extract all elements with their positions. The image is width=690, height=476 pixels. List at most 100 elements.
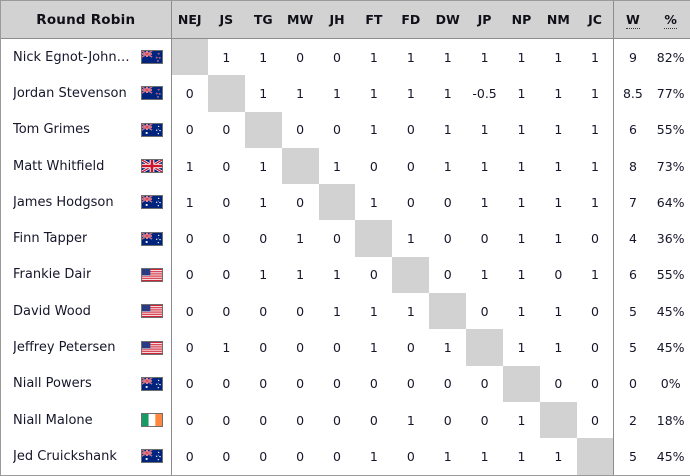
result-cell: 1 [576, 111, 614, 148]
diagonal-cell [281, 147, 319, 185]
diagonal-cell [392, 256, 430, 294]
result-cell: 0 [281, 38, 319, 76]
result-cell: 0 [392, 111, 430, 148]
wins-cell: 6 [613, 111, 652, 148]
header-player-jc: JC [576, 1, 614, 39]
header-player-fd: FD [392, 1, 430, 39]
header-player-mw: MW [281, 1, 319, 39]
result-cell: 0 [207, 293, 245, 330]
result-cell: 1 [539, 293, 577, 330]
wins-cell: 8 [613, 147, 652, 185]
result-cell: 1 [539, 438, 577, 475]
result-cell: 1 [171, 147, 208, 185]
result-cell: 1 [355, 75, 393, 112]
result-cell: 1 [244, 256, 282, 294]
result-cell: 0 [355, 147, 393, 185]
result-cell: 0 [281, 365, 319, 402]
nz-flag [140, 86, 163, 101]
result-cell: 0 [281, 184, 319, 221]
result-cell: 1 [207, 329, 245, 366]
result-cell: 1 [392, 293, 430, 330]
diagonal-cell [576, 438, 614, 475]
result-cell: 1 [281, 220, 319, 257]
result-cell: 0 [171, 365, 208, 402]
header-player-tg: TG [244, 1, 282, 39]
result-cell: 1 [503, 111, 540, 148]
result-cell: 0 [355, 401, 393, 439]
result-cell: 1 [355, 293, 393, 330]
result-cell: 0 [392, 365, 430, 402]
wins-cell: 5 [613, 293, 652, 330]
player-name: Nick Egnot-Johnson [13, 49, 135, 65]
player-name-cell: Niall Malone [1, 401, 172, 439]
result-cell: 1 [466, 38, 504, 76]
result-cell: 1 [503, 147, 540, 185]
wins-cell: 5 [613, 438, 652, 475]
header-player-nej: NEJ [171, 1, 208, 39]
result-cell: 0 [244, 438, 282, 475]
result-cell: 1 [318, 75, 356, 112]
wins-cell: 0 [613, 365, 652, 402]
diagonal-cell [244, 111, 282, 148]
result-cell: 1 [429, 111, 467, 148]
table-row: Jed Cruickshank 0 0 0 0 0 1 0 1 1 1 1 5 45% [1, 438, 690, 475]
player-name-cell: James Hodgson [1, 184, 172, 221]
player-name: Frankie Dair [13, 267, 92, 283]
diagonal-cell [318, 184, 356, 221]
result-cell: 1 [503, 293, 540, 330]
percent-cell: 77% [651, 75, 690, 112]
diagonal-cell [207, 75, 245, 112]
result-cell: 0 [429, 220, 467, 257]
result-cell: 0 [466, 401, 504, 439]
result-cell: 1 [466, 147, 504, 185]
result-cell: 0 [207, 256, 245, 294]
header-player-ft: FT [355, 1, 393, 39]
au-flag [140, 231, 163, 246]
result-cell: 1 [503, 256, 540, 294]
result-cell: 0 [392, 147, 430, 185]
header-player-jh: JH [318, 1, 356, 39]
result-cell: 1 [355, 184, 393, 221]
result-cell: 1 [539, 220, 577, 257]
player-name: Niall Powers [13, 376, 92, 392]
table-row: David Wood 0 0 0 0 1 1 1 0 1 1 0 5 45% [1, 293, 690, 330]
percent-cell: 64% [651, 184, 690, 221]
diagonal-cell [539, 401, 577, 439]
au-flag [140, 122, 163, 137]
us-flag [140, 267, 163, 282]
header-player-jp: JP [466, 1, 504, 39]
result-cell: 0 [244, 365, 282, 402]
result-cell: 0 [207, 365, 245, 402]
result-cell: 0 [429, 365, 467, 402]
player-name-cell: Matt Whitfield [1, 147, 172, 185]
result-cell: 1 [429, 438, 467, 475]
ie-flag [140, 413, 163, 428]
percent-cell: 0% [651, 365, 690, 402]
result-cell: 1 [318, 256, 356, 294]
result-cell: 0 [318, 38, 356, 76]
percent-cell: 82% [651, 38, 690, 76]
result-cell: 0 [171, 293, 208, 330]
result-cell: 0 [318, 365, 356, 402]
result-cell: 1 [576, 147, 614, 185]
header-player-dw: DW [429, 1, 467, 39]
result-cell: 0 [355, 256, 393, 294]
result-cell: 1 [503, 438, 540, 475]
result-cell: 0 [576, 329, 614, 366]
result-cell: 0 [207, 438, 245, 475]
player-name: Niall Malone [13, 412, 93, 428]
diagonal-cell [466, 329, 504, 366]
result-cell: 0 [466, 293, 504, 330]
header-player-np: NP [503, 1, 540, 39]
result-cell: 1 [429, 38, 467, 76]
header-percent-label: % [664, 12, 677, 29]
result-cell: 0 [318, 438, 356, 475]
result-cell: 0 [244, 220, 282, 257]
result-cell: 0 [171, 256, 208, 294]
wins-cell: 8.5 [613, 75, 652, 112]
player-name: Matt Whitfield [13, 158, 105, 174]
au-flag [140, 376, 163, 391]
result-cell: 0 [429, 184, 467, 221]
table-row: Jeffrey Petersen 0 1 0 0 0 1 0 1 1 1 0 5 45% [1, 329, 690, 366]
